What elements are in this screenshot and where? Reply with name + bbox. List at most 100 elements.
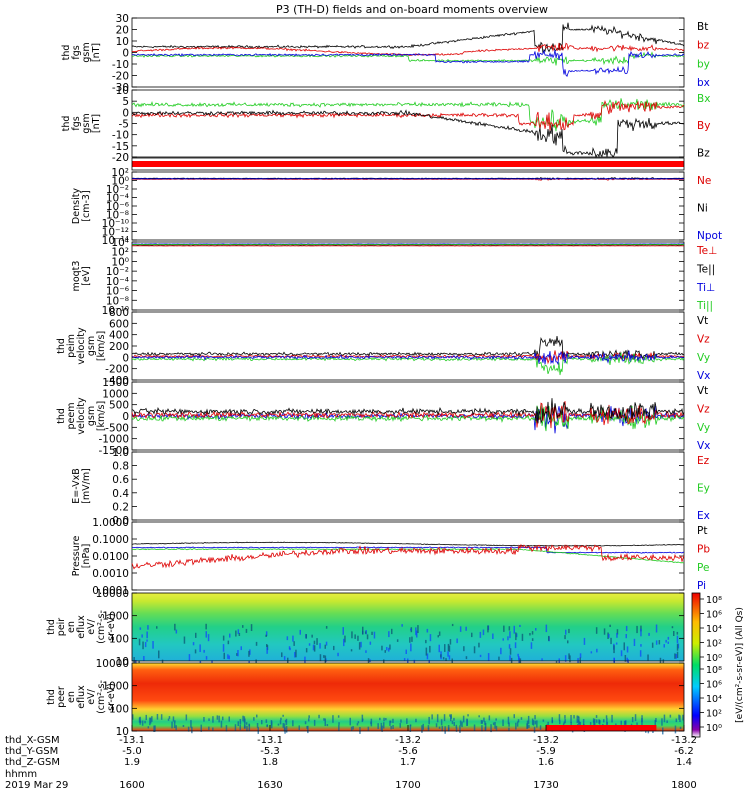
spectrogram-cell: [459, 725, 461, 733]
spectrogram-cell: [456, 638, 458, 644]
spectrogram-cell: [677, 643, 680, 649]
spectrogram-cell: [249, 649, 251, 655]
spectrogram-cell: [682, 714, 684, 721]
y-axis-label: [nPa]: [81, 544, 92, 569]
colorbar-tick-label: 10²: [706, 639, 722, 650]
spectrogram-cell: [422, 723, 424, 730]
spectrogram-cell: [639, 650, 642, 657]
spectrogram-cell: [484, 721, 486, 726]
spectrogram-cell: [318, 714, 320, 719]
y-tick-label: 10²: [111, 167, 129, 179]
spectrogram-cell: [564, 719, 566, 724]
spectrogram-cell: [429, 645, 431, 653]
spectrogram-cell: [438, 631, 441, 636]
spectrogram-cell: [539, 725, 542, 730]
spectrogram-cell: [173, 721, 176, 728]
spectrogram-cell: [366, 634, 369, 640]
spectrogram-cell: [519, 624, 521, 627]
spectrogram-cell: [359, 727, 361, 734]
spectrogram-cell: [188, 654, 191, 661]
spectrogram-cell: [390, 720, 392, 723]
spectrogram-cell: [248, 723, 250, 727]
spectrogram-cell: [579, 721, 582, 728]
spectrogram-cell: [288, 646, 291, 650]
legend-pb: Pb: [697, 543, 710, 555]
spectrogram-cell: [256, 714, 258, 718]
spectrogram-cell: [167, 718, 170, 721]
spectrogram-cell: [352, 726, 354, 730]
legend-vt: Vt: [697, 315, 708, 327]
series-line: [131, 109, 685, 159]
spectrogram-cell: [229, 633, 231, 638]
spectrogram-cell: [582, 719, 585, 726]
spectrogram-cell: [139, 627, 142, 630]
spectrogram-cell: [313, 640, 316, 645]
spectrogram-cell: [292, 635, 294, 642]
y-tick-label: 10⁻¹⁰: [102, 218, 129, 230]
spectrogram-cell: [462, 715, 465, 723]
y-axis-label: [mV/m]: [81, 468, 92, 504]
spectrogram-cell: [599, 720, 601, 725]
spectrogram-cell: [558, 714, 561, 721]
spectrogram-cell: [451, 623, 454, 627]
x-axis: 1600 1630 1700 1730 1800: [119, 725, 697, 791]
spectrogram-cell: [545, 624, 548, 633]
spectrogram-cell: [507, 716, 510, 725]
spectrogram-cell: [294, 652, 296, 658]
legend-vz: Vz: [697, 403, 710, 415]
spectrogram-cell: [577, 715, 580, 719]
spectrogram-cell: [428, 716, 430, 725]
spectrogram-cell: [517, 653, 519, 657]
spectrogram-cell: [171, 721, 173, 729]
legend-ti--: Ti||: [696, 300, 713, 312]
spectrogram-cell: [174, 720, 176, 723]
y-tick-label: 10000: [96, 658, 129, 670]
legend-bt: Bt: [697, 21, 708, 33]
spectrogram-cell: [651, 642, 654, 648]
spectrogram-cell: [383, 722, 385, 729]
spectrogram-cell: [208, 726, 210, 730]
spectrogram-cell: [373, 631, 376, 639]
spectrogram-cell: [615, 642, 618, 645]
spectrogram-cell: [150, 717, 152, 724]
series-line: [131, 42, 685, 57]
spectrogram-cell: [559, 720, 561, 725]
spectrogram-cell: [481, 720, 483, 724]
spectrogram-cell: [449, 714, 451, 717]
spectrogram-cell: [481, 725, 483, 732]
spectrogram-cell: [237, 650, 239, 657]
spectrogram-cell: [427, 725, 430, 730]
y-tick-label: -1500: [98, 445, 129, 457]
spectrogram-cell: [526, 723, 528, 729]
spectrogram-cell: [175, 725, 177, 731]
ephemeris-value: -5.3: [260, 746, 280, 757]
spectrogram-cell: [255, 641, 258, 646]
spectrogram-cell: [138, 717, 141, 723]
spectrogram-cell: [285, 718, 288, 725]
y-axis-label: eV/: [86, 618, 97, 634]
spectrogram-cell: [237, 629, 240, 634]
y-tick-label: 0.0100: [92, 551, 129, 563]
spectrogram-cell: [613, 645, 615, 654]
spectrogram-cell: [450, 714, 452, 719]
spectrogram-cell: [266, 644, 268, 647]
spectrogram-cell: [513, 625, 515, 634]
spectrogram-cell: [319, 643, 321, 649]
spectrogram-cell: [256, 723, 259, 728]
y-tick-label: 10: [116, 36, 129, 48]
y-axis-label: en: [66, 621, 77, 633]
y-tick-label: 0: [122, 352, 129, 364]
spectrogram-cell: [144, 642, 147, 648]
spectrogram-cell: [399, 723, 401, 728]
spectrogram-cell: [308, 643, 311, 646]
spectrogram-cell: [500, 647, 502, 655]
ephemeris-table: thd_X-GSM -13.1 -13.1 -13.2 -13.2 -13.2 thd_Y-…: [5, 735, 697, 768]
legend-bx: Bx: [697, 93, 710, 105]
spectrogram-cell: [508, 626, 511, 631]
spectrogram-cell: [610, 637, 612, 645]
spectrogram-cell: [465, 626, 467, 631]
spectrogram-cell: [396, 639, 399, 642]
spectrogram-cell: [421, 725, 423, 733]
y-tick-label: 0: [122, 411, 129, 423]
